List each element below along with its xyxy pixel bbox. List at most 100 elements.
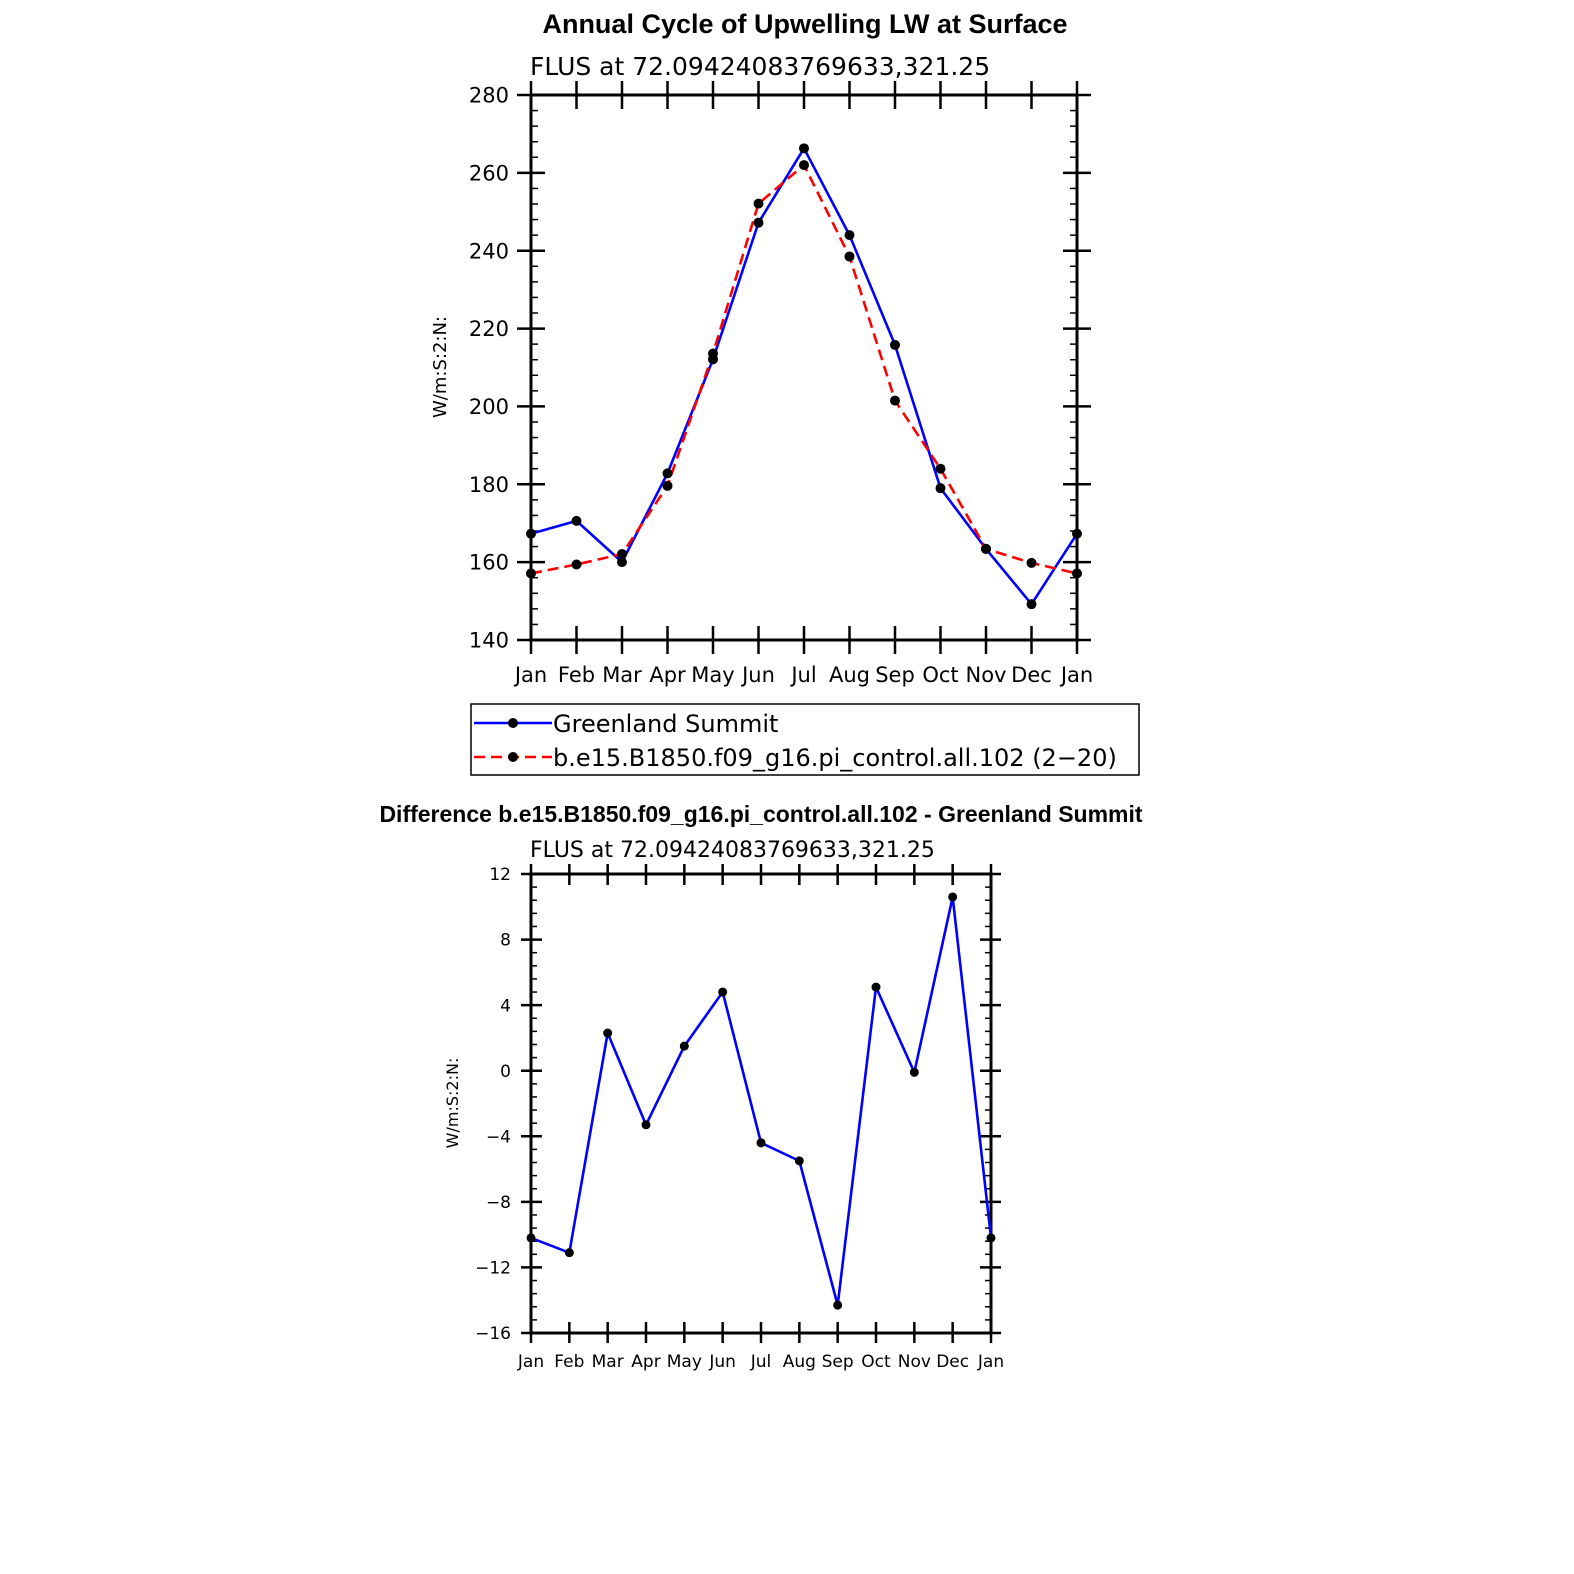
legend-label-model: b.e15.B1850.f09_g16.pi_control.all.102 (… bbox=[553, 744, 1117, 772]
data-point bbox=[564, 1248, 574, 1258]
plot-area-difference: −16 −12 −8 −4 0 4 8 12 Jan Feb Mar Apr May Jun Jul Aug S… bbox=[475, 864, 1004, 1372]
data-point bbox=[617, 557, 627, 568]
data-point bbox=[526, 568, 536, 579]
legend-marker-model bbox=[508, 752, 518, 762]
data-point bbox=[935, 483, 946, 494]
x-tick-label: Jan bbox=[977, 1352, 1004, 1372]
x-tick-label: Mar bbox=[602, 663, 642, 687]
chart-title: Annual Cycle of Upwelling LW at Surface bbox=[542, 9, 1067, 39]
data-point bbox=[571, 559, 582, 570]
series-line-model bbox=[530, 163, 1078, 575]
y-tick-label: 180 bbox=[469, 473, 509, 497]
x-tick-label: Aug bbox=[783, 1352, 816, 1372]
data-point bbox=[799, 143, 809, 154]
data-point bbox=[617, 548, 627, 559]
data-point bbox=[641, 1120, 651, 1130]
data-point bbox=[526, 528, 536, 539]
data-point bbox=[799, 160, 809, 171]
data-point bbox=[756, 1138, 766, 1148]
legend-box bbox=[470, 703, 1140, 776]
data-point bbox=[662, 468, 673, 479]
chart-annual-cycle: Annual Cycle of Upwelling LW at Surface … bbox=[430, 9, 1140, 776]
data-point bbox=[603, 1028, 613, 1038]
x-tick-label: May bbox=[691, 663, 734, 687]
data-point bbox=[948, 892, 958, 902]
y-tick-label: −4 bbox=[486, 1127, 511, 1147]
y-tick-label: 4 bbox=[500, 996, 511, 1016]
chart-difference: Difference b.e15.B1850.f09_g16.pi_contro… bbox=[379, 801, 1142, 1372]
data-point bbox=[833, 1300, 843, 1310]
legend-marker-obs bbox=[508, 718, 518, 728]
chart-subtitle: FLUS at 72.09424083769633,321.25 bbox=[530, 838, 935, 863]
x-tick-label: Feb bbox=[554, 1352, 584, 1372]
data-point bbox=[1026, 557, 1037, 568]
x-tick-label: Jan bbox=[513, 663, 547, 687]
x-tick-label: Dec bbox=[1011, 663, 1052, 687]
x-tick-label: Feb bbox=[558, 663, 595, 687]
data-point bbox=[794, 1156, 804, 1166]
y-tick-label: −16 bbox=[475, 1324, 511, 1344]
series-line-obs bbox=[530, 147, 1079, 606]
x-tick-label: Nov bbox=[898, 1352, 931, 1372]
x-tick-label: Oct bbox=[861, 1352, 891, 1372]
x-tick-label: Oct bbox=[922, 663, 958, 687]
data-point bbox=[571, 515, 582, 526]
x-tick-label: Apr bbox=[649, 663, 686, 687]
plot-frame bbox=[529, 872, 993, 1335]
data-point bbox=[679, 1041, 689, 1051]
chart-title: Difference b.e15.B1850.f09_g16.pi_contro… bbox=[379, 801, 1142, 827]
x-tick-label: Jun bbox=[708, 1352, 736, 1372]
x-tick-label: Mar bbox=[592, 1352, 624, 1372]
y-tick-label: 0 bbox=[500, 1062, 511, 1082]
data-point bbox=[935, 463, 946, 474]
x-tick-label: Jun bbox=[740, 663, 775, 687]
data-point bbox=[1072, 528, 1082, 539]
x-tick-label: Jul bbox=[750, 1352, 772, 1372]
legend: Greenland Summit b.e15.B1850.f09_g16.pi_… bbox=[470, 703, 1140, 776]
data-point bbox=[986, 1233, 996, 1243]
y-axis-label: W/m:S:2:N: bbox=[443, 1058, 462, 1149]
x-tick-label: Apr bbox=[631, 1352, 660, 1372]
data-point bbox=[890, 395, 900, 406]
legend-label-obs: Greenland Summit bbox=[553, 710, 778, 738]
y-tick-label: −8 bbox=[486, 1193, 511, 1213]
data-point bbox=[844, 251, 855, 262]
y-tick-label: 240 bbox=[469, 239, 509, 263]
x-tick-label: Jan bbox=[1059, 663, 1093, 687]
x-tick-label: Jan bbox=[517, 1352, 544, 1372]
data-point bbox=[844, 230, 855, 241]
x-tick-label: Aug bbox=[829, 663, 870, 687]
x-tick-label: Jul bbox=[789, 663, 816, 687]
y-tick-label: −12 bbox=[475, 1259, 511, 1279]
x-tick-label: Nov bbox=[966, 663, 1007, 687]
y-tick-label: 200 bbox=[469, 395, 509, 419]
chart-subtitle: FLUS at 72.09424083769633,321.25 bbox=[530, 52, 990, 81]
y-tick-label: 280 bbox=[469, 84, 509, 108]
y-axis-label: W/m:S:2:N: bbox=[430, 316, 451, 418]
x-tick-label: May bbox=[667, 1352, 702, 1372]
data-point bbox=[708, 348, 718, 359]
x-tick-label: Sep bbox=[875, 663, 915, 687]
y-tick-label: 12 bbox=[489, 865, 511, 885]
x-tick-label: Dec bbox=[936, 1352, 969, 1372]
x-tick-label: Sep bbox=[822, 1352, 854, 1372]
data-point bbox=[981, 543, 991, 554]
data-point bbox=[1026, 599, 1037, 610]
y-tick-label: 160 bbox=[469, 551, 509, 575]
data-point bbox=[662, 480, 673, 491]
data-point bbox=[1072, 568, 1082, 579]
data-point bbox=[753, 198, 764, 209]
data-point bbox=[718, 987, 728, 997]
data-point bbox=[909, 1067, 919, 1077]
data-point bbox=[526, 1233, 536, 1243]
data-point bbox=[753, 217, 764, 228]
y-tick-label: 8 bbox=[500, 931, 511, 951]
data-point bbox=[871, 982, 881, 992]
y-tick-label: 220 bbox=[469, 317, 509, 341]
series-line-obs bbox=[530, 895, 993, 1307]
y-tick-label: 260 bbox=[469, 161, 509, 185]
y-tick-label: 140 bbox=[469, 629, 509, 653]
data-point bbox=[890, 339, 900, 350]
